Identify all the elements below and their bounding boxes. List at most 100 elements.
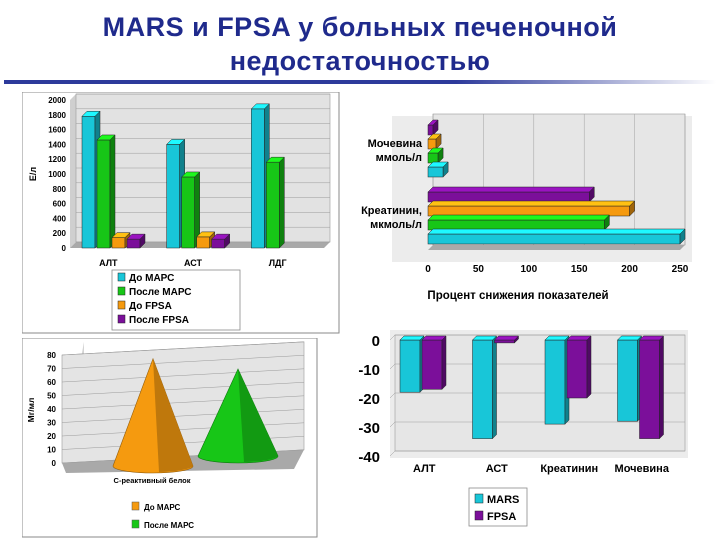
c2-xtick-label: 0 — [425, 264, 431, 275]
c2-bar-front — [427, 124, 434, 136]
c3-legend-swatch — [131, 501, 140, 511]
c4-bar-top — [471, 335, 498, 341]
c1-legend-swatch — [117, 300, 126, 310]
c3-cone-shadow — [153, 358, 193, 472]
c4-gridline-stub — [389, 392, 396, 399]
c2-xtick-label: 150 — [571, 264, 588, 275]
c3-gridline — [61, 409, 305, 423]
c4-ytick-label: 0 — [372, 333, 380, 350]
c2-bar — [427, 119, 439, 136]
c3-cone-shadow — [238, 369, 278, 462]
c1-legend-swatch — [117, 314, 126, 324]
c4-bar-front — [566, 339, 588, 399]
c2-bar-side — [629, 200, 635, 217]
c2-bar-top — [427, 186, 595, 193]
c2-bar — [427, 214, 611, 231]
c1-bar-front — [211, 238, 225, 249]
c3-ylabel: Мг/мл — [26, 398, 36, 423]
c1-bar-side — [279, 156, 285, 249]
c2-bar-front — [427, 219, 605, 231]
change-chart: 0 -10 -20 -30 -40 АЛТ АСТ Креатинин Мочевина MAR… — [358, 330, 688, 527]
c3-ytick-label: 80 — [47, 351, 56, 360]
c4-xtick-label: Креатинин — [540, 463, 598, 475]
c3-gridline — [61, 395, 305, 410]
c2-bar-side — [589, 186, 595, 203]
c1-bar-front — [251, 108, 265, 249]
slide-title-line-2: недостаточностью — [229, 46, 491, 76]
c1-bar-top — [265, 156, 285, 163]
c2-bar-side — [679, 228, 686, 245]
c1-bar — [181, 171, 201, 249]
c4-bar-side — [441, 335, 447, 390]
c1-bar — [126, 233, 146, 249]
c3-ytick-label: 60 — [47, 378, 56, 387]
c1-bar — [211, 233, 231, 249]
c1-legend-label: До FPSA — [129, 301, 172, 312]
c1-bar-front — [181, 176, 195, 249]
c1-bar-top — [196, 231, 216, 238]
c4-bar-front — [639, 339, 660, 439]
c2-bar-front — [427, 191, 590, 203]
c2-xlabel: Процент снижения показателей — [427, 290, 608, 302]
c4-bar — [493, 335, 520, 344]
c4-bar-front — [472, 339, 493, 439]
c1-bar-top — [211, 233, 231, 240]
c1-bar-top — [81, 111, 101, 117]
c4-bar — [544, 335, 570, 425]
c1-ytick-label: 1600 — [48, 126, 66, 135]
c3-cone — [197, 368, 279, 464]
c1-legend-label: До МАРС — [129, 273, 174, 284]
c1-bar-front — [126, 238, 141, 249]
c4-legend-swatch — [474, 493, 484, 504]
c3-ytick-label: 10 — [47, 446, 56, 455]
slide-title-line-1: MARS и FPSA у больных печеночной — [102, 12, 618, 42]
c3-gridline — [61, 382, 305, 396]
c1-legend-swatch — [117, 286, 126, 296]
c3-ytick-label: 20 — [47, 432, 56, 441]
c3-ytick-label: 30 — [47, 419, 56, 428]
c4-gridline-stub — [389, 450, 396, 457]
c1-ytick-label: 200 — [53, 229, 67, 238]
c2-bar — [427, 228, 686, 245]
c4-bar — [421, 335, 447, 390]
c3-ytick-label: 0 — [52, 459, 57, 468]
c1-bar-front — [96, 139, 111, 249]
c4-xtick-label: АСТ — [486, 463, 508, 475]
c3-gridline — [61, 355, 305, 369]
c2-xtick-label: 100 — [520, 264, 537, 275]
c2-category-label: Мочевина — [368, 138, 423, 150]
c4-gridline-stub — [389, 334, 396, 341]
c4-bar-side — [659, 335, 664, 440]
c2-bar-side — [435, 133, 442, 150]
c4-ytick-label: -20 — [358, 391, 380, 408]
c1-ytick-label: 600 — [53, 200, 67, 209]
c4-bar-top — [616, 335, 643, 341]
reduction-chart: 0 50 100 150 200 250 Процент снижения показате… — [361, 113, 692, 302]
c4-bar — [471, 335, 498, 440]
c2-category-label: мкмоль/л — [370, 219, 422, 231]
c2-bar-side — [604, 214, 610, 231]
enzymes-chart: 0 200 400 600 800 1000 1200 1400 1600 1800 2000 Е/л… — [22, 92, 340, 334]
c3-ytick-label: 40 — [47, 405, 56, 414]
c4-xtick-label: АЛТ — [413, 463, 436, 475]
c4-bar-top — [493, 335, 520, 341]
c4-bar-front — [421, 339, 443, 390]
c1-ylabel: Е/л — [28, 167, 38, 182]
c4-bar-top — [544, 335, 570, 341]
c1-bar — [265, 156, 285, 249]
c3-cone — [112, 357, 194, 474]
c2-bar-top — [427, 228, 686, 235]
c4-bar-front — [399, 339, 421, 393]
c2-bar — [427, 147, 444, 164]
c3-ytick-label: 50 — [47, 392, 56, 401]
c1-legend-label: После МАРС — [129, 287, 191, 298]
c2-bar — [427, 186, 595, 203]
slide-title: MARS и FPSA у больных печеночной недоста… — [0, 10, 720, 78]
c4-ytick-label: -30 — [358, 420, 380, 437]
c1-side-wall — [70, 94, 76, 248]
c1-ytick-label: 0 — [62, 244, 67, 253]
c2-bar-front — [427, 205, 630, 217]
c2-xtick-label: 250 — [672, 264, 689, 275]
title-underline — [4, 80, 716, 84]
c4-ytick-label: -10 — [358, 362, 380, 379]
